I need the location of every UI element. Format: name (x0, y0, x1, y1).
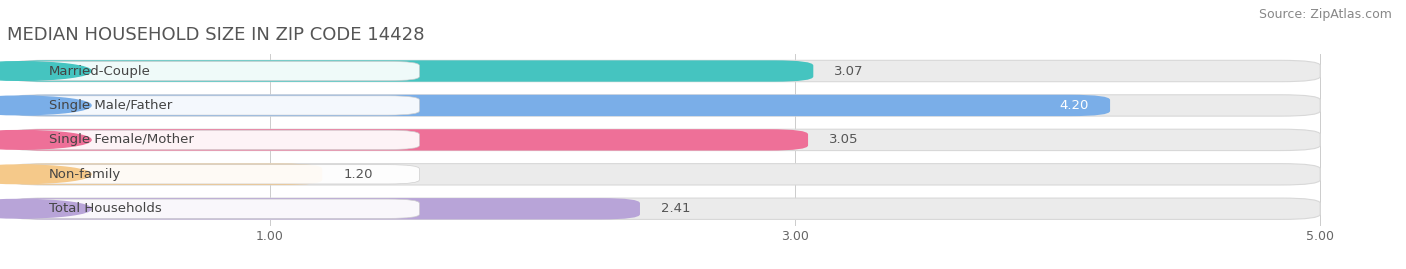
Text: Source: ZipAtlas.com: Source: ZipAtlas.com (1258, 8, 1392, 21)
Circle shape (0, 199, 91, 218)
FancyBboxPatch shape (7, 95, 1320, 116)
Circle shape (0, 62, 91, 80)
FancyBboxPatch shape (7, 129, 1320, 151)
FancyBboxPatch shape (13, 61, 419, 81)
Text: Single Male/Father: Single Male/Father (49, 99, 173, 112)
FancyBboxPatch shape (13, 199, 419, 218)
Text: Married-Couple: Married-Couple (49, 65, 150, 77)
Text: 3.05: 3.05 (830, 133, 859, 146)
Text: Total Households: Total Households (49, 202, 162, 215)
FancyBboxPatch shape (7, 60, 1320, 82)
Text: 4.20: 4.20 (1060, 99, 1090, 112)
FancyBboxPatch shape (7, 164, 1320, 185)
Circle shape (0, 96, 91, 115)
FancyBboxPatch shape (13, 165, 419, 184)
Text: 3.07: 3.07 (834, 65, 863, 77)
Circle shape (0, 130, 91, 149)
Circle shape (0, 165, 91, 184)
Text: 1.20: 1.20 (343, 168, 373, 181)
FancyBboxPatch shape (7, 198, 1320, 220)
Text: Single Female/Mother: Single Female/Mother (49, 133, 194, 146)
Text: MEDIAN HOUSEHOLD SIZE IN ZIP CODE 14428: MEDIAN HOUSEHOLD SIZE IN ZIP CODE 14428 (7, 26, 425, 44)
FancyBboxPatch shape (7, 95, 1111, 116)
Text: 2.41: 2.41 (661, 202, 690, 215)
FancyBboxPatch shape (13, 130, 419, 150)
FancyBboxPatch shape (13, 96, 419, 115)
Text: Non-family: Non-family (49, 168, 121, 181)
FancyBboxPatch shape (7, 129, 808, 151)
FancyBboxPatch shape (7, 164, 322, 185)
FancyBboxPatch shape (7, 198, 640, 220)
FancyBboxPatch shape (7, 60, 813, 82)
